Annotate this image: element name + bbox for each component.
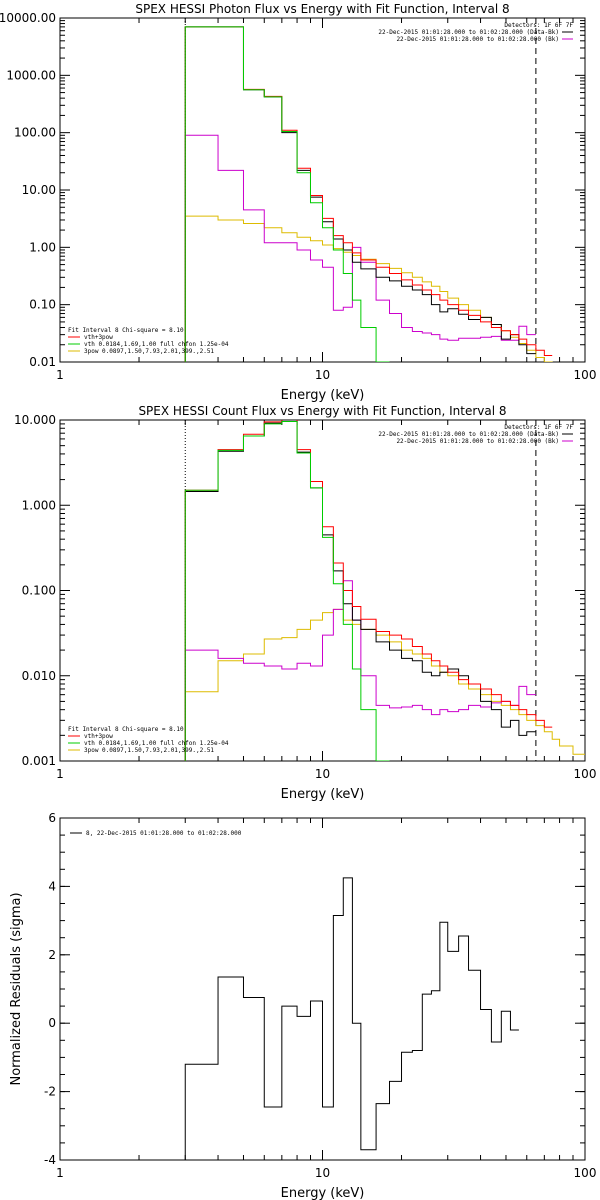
x-tick-label: 1 <box>56 368 64 382</box>
y-tick-label: 0.100 <box>22 584 56 598</box>
series-vth-line <box>184 26 390 362</box>
chart-title: SPEX HESSI Count Flux vs Energy with Fit… <box>138 404 506 418</box>
legend-top-text: Detectors: 1F 6F 7F <box>504 424 573 431</box>
legend-entry-text: vth 0.0184,1.69,1.00 full chfon 1.25e-04 <box>84 740 229 747</box>
plot-frame <box>59 817 586 1161</box>
legend-top-text: 22-Dec-2015 01:01:28.000 to 01:02:28.000… <box>396 36 559 43</box>
x-axis-label: Energy (keV) <box>281 1186 365 1200</box>
x-tick-label: 10 <box>315 767 330 781</box>
series-layer <box>184 420 585 761</box>
series-bk-line <box>184 134 536 362</box>
legend-entry-text: 3pow 0.0897,1.50,7.93,2.01,399.,2.51 <box>84 348 214 355</box>
y-tick-label: 10000.00 <box>0 11 56 25</box>
series-3pow-line <box>184 608 585 761</box>
legend-top-text: Detectors: 1F 6F 7F <box>504 22 573 29</box>
y-tick-label: 0.01 <box>29 355 56 369</box>
chart-panel-2 <box>59 419 586 762</box>
x-tick-label: 100 <box>574 368 597 382</box>
y-axis-label: Normalized Residuals (sigma) <box>9 892 24 1085</box>
x-axis-label: Energy (keV) <box>281 388 365 403</box>
y-tick-label: 1000.00 <box>6 68 56 82</box>
x-tick-label: 100 <box>574 1166 597 1180</box>
series-3pow-line <box>184 215 553 362</box>
legend-top-text: 22-Dec-2015 01:01:28.000 to 01:02:28.000… <box>378 29 559 36</box>
legend-fit-text: Fit Interval 8 Chi-square = 8.10 <box>68 726 184 733</box>
y-tick-label: 0 <box>48 1016 56 1030</box>
chart-panel-1 <box>59 17 586 363</box>
series-layer <box>184 877 519 1160</box>
y-tick-label: 10.000 <box>14 413 56 427</box>
y-tick-label: 0.001 <box>22 754 56 768</box>
legend-entry-text: vth+3pow <box>84 733 113 740</box>
y-tick-label: 0.010 <box>22 669 56 683</box>
x-tick-label: 1 <box>56 767 64 781</box>
legend-top-text: 22-Dec-2015 01:01:28.000 to 01:02:28.000… <box>396 438 559 445</box>
chart-title: SPEX HESSI Photon Flux vs Energy with Fi… <box>135 2 509 16</box>
plot-frame <box>59 419 586 762</box>
y-tick-label: 6 <box>48 811 56 825</box>
legend-text: 8, 22-Dec-2015 01:01:28.000 to 01:02:28.… <box>86 830 242 837</box>
plot-frame <box>59 17 586 363</box>
x-tick-label: 10 <box>315 1166 330 1180</box>
chart-panel-3 <box>59 817 586 1161</box>
legend-fit-text: Fit Interval 8 Chi-square = 8.10 <box>68 327 184 334</box>
series-residuals-line <box>184 877 519 1160</box>
legend-entry-text: vth+3pow <box>84 334 113 341</box>
series-vth-line <box>184 421 390 761</box>
x-tick-label: 1 <box>56 1166 64 1180</box>
series-vth-3pow-line <box>184 26 553 362</box>
y-tick-label: 10.00 <box>22 183 56 197</box>
y-tick-label: 1.00 <box>29 240 56 254</box>
y-tick-label: 100.00 <box>14 126 56 140</box>
x-tick-label: 100 <box>574 767 597 781</box>
y-tick-label: 1.000 <box>22 498 56 512</box>
series-layer <box>184 26 553 362</box>
y-tick-label: -2 <box>44 1085 56 1099</box>
legend-top-text: 22-Dec-2015 01:01:28.000 to 01:02:28.000… <box>378 431 559 438</box>
legend-entry-text: vth 0.0184,1.69,1.00 full chfon 1.25e-04 <box>84 341 229 348</box>
x-tick-label: 10 <box>315 368 330 382</box>
x-axis-label: Energy (keV) <box>281 787 365 802</box>
legend-entry-text: 3pow 0.0897,1.50,7.93,2.01,399.,2.51 <box>84 747 214 754</box>
y-tick-label: 0.10 <box>29 298 56 312</box>
series-vth-3pow-line <box>184 420 553 761</box>
y-tick-label: 4 <box>48 879 56 893</box>
y-tick-label: 2 <box>48 948 56 962</box>
y-tick-label: -4 <box>44 1153 56 1167</box>
